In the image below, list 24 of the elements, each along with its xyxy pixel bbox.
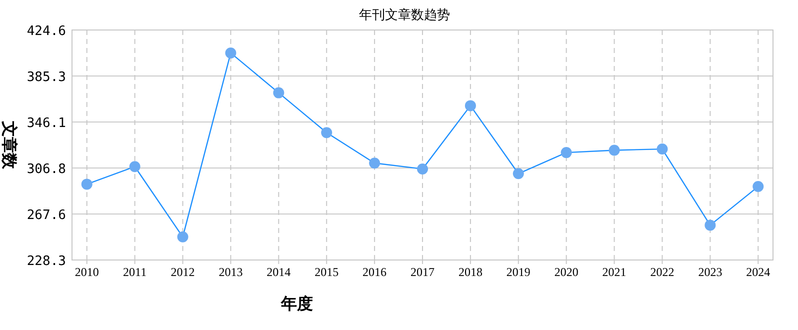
x-tick-label: 2017 — [410, 265, 434, 279]
y-tick-label: 228.3 — [26, 254, 66, 269]
x-tick-label: 2010 — [74, 265, 99, 279]
x-tick-label: 2013 — [218, 265, 243, 279]
x-tick-label: 2015 — [314, 265, 339, 279]
x-tick-label: 2024 — [746, 265, 770, 279]
y-tick-label: 267.6 — [26, 208, 66, 223]
y-axis-title: 文章数 — [0, 120, 18, 170]
y-tick-label: 306.8 — [26, 162, 66, 178]
x-tick-label: 2021 — [602, 265, 626, 279]
x-tick-label: 2014 — [266, 265, 291, 279]
x-axis-title: 年度 — [280, 294, 313, 313]
x-tick-label: 2023 — [698, 265, 722, 279]
x-tick-label: 2019 — [506, 265, 530, 279]
y-tick-label: 346.1 — [26, 116, 66, 131]
x-tick-label: 2016 — [362, 265, 387, 279]
x-tick-label: 2020 — [554, 265, 578, 279]
x-tick-label: 2012 — [170, 265, 195, 279]
chart-title: 年刊文章数趋势 — [359, 7, 450, 22]
x-tick-label: 2018 — [458, 265, 482, 279]
x-tick-label: 2011 — [123, 265, 147, 279]
x-tick-label: 2022 — [650, 265, 674, 279]
y-tick-label: 424.6 — [26, 24, 66, 39]
y-tick-label: 385.3 — [26, 70, 66, 86]
